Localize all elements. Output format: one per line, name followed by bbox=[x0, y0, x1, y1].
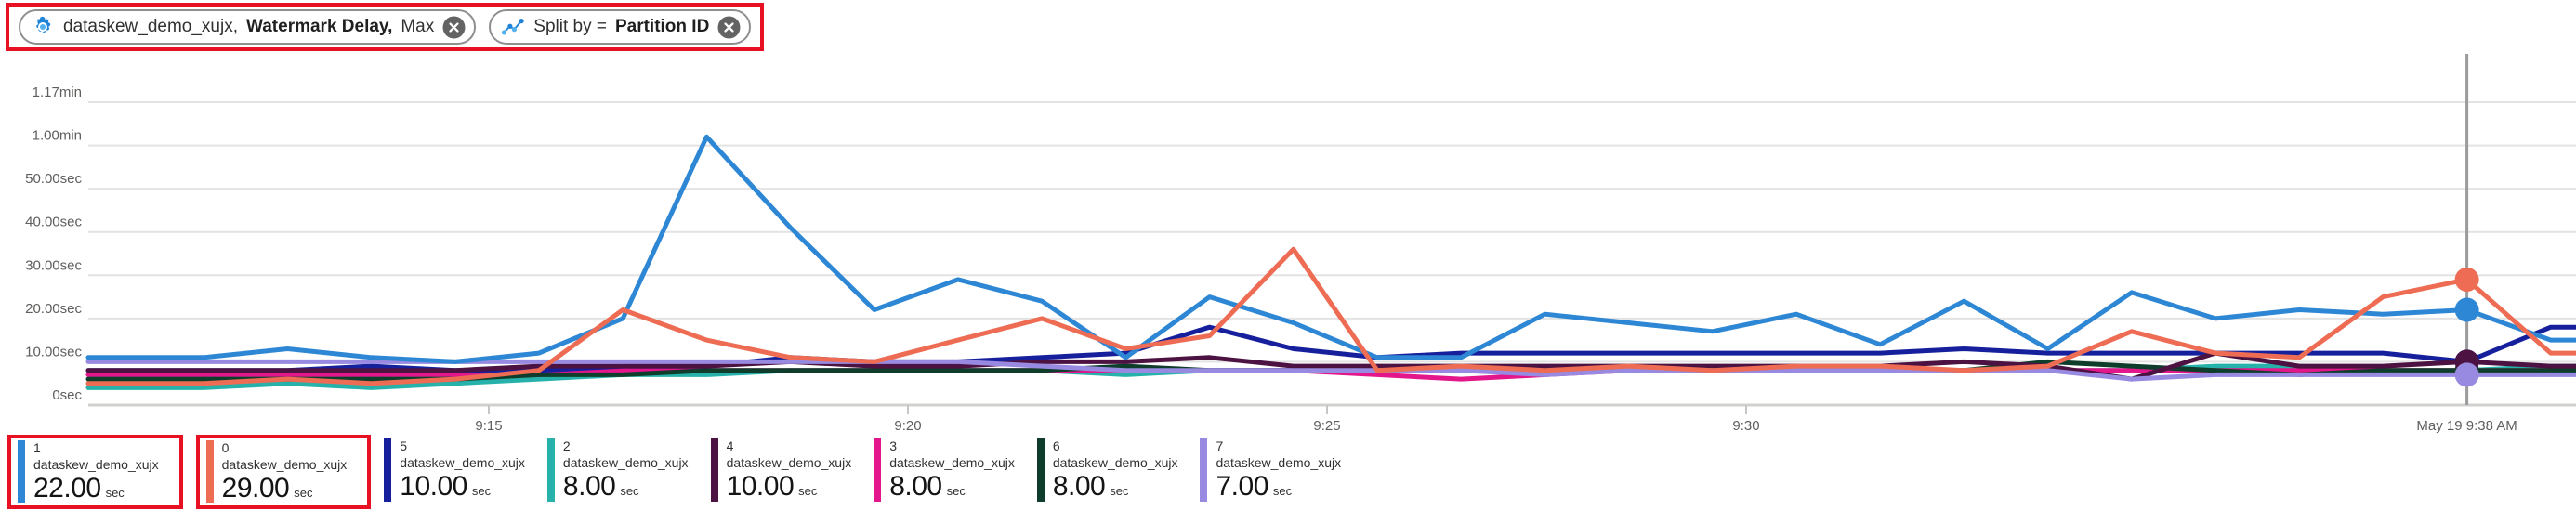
x-axis-label: 9:15 bbox=[475, 418, 502, 434]
legend-unit: sec bbox=[946, 484, 966, 498]
remove-split-pill-button[interactable] bbox=[717, 16, 741, 39]
legend-item-partition-4[interactable]: 4 dataskew_demo_xujx 10.00 sec bbox=[710, 435, 861, 505]
legend-unit: sec bbox=[798, 484, 818, 498]
legend-value: 8.00 bbox=[1052, 471, 1106, 502]
metric-filter-pill[interactable]: dataskew_demo_xujx, Watermark Delay, Max bbox=[19, 9, 477, 45]
y-axis-label: 50.00sec bbox=[25, 171, 82, 187]
legend-item-partition-0[interactable]: 0 dataskew_demo_xujx 29.00 sec bbox=[195, 435, 372, 509]
close-icon bbox=[717, 16, 741, 38]
legend-value-row: 22.00 sec bbox=[33, 474, 159, 503]
legend-item-texts: 6 dataskew_demo_xujx 8.00 sec bbox=[1053, 438, 1178, 502]
legend-item-partition-3[interactable]: 3 dataskew_demo_xujx 8.00 sec bbox=[874, 435, 1024, 505]
legend-unit: sec bbox=[620, 484, 639, 498]
legend-value-row: 10.00 sec bbox=[400, 472, 525, 502]
y-axis-label: 1.17min bbox=[33, 85, 82, 100]
legend-item-partition-1[interactable]: 1 dataskew_demo_xujx 22.00 sec bbox=[7, 435, 183, 509]
y-axis-label: 30.00sec bbox=[25, 257, 82, 273]
legend-item-texts: 2 dataskew_demo_xujx 8.00 sec bbox=[563, 438, 689, 502]
legend-item-partition-2[interactable]: 2 dataskew_demo_xujx 8.00 sec bbox=[546, 435, 698, 505]
x-axis-label: 9:30 bbox=[1732, 418, 1759, 434]
legend-value: 8.00 bbox=[562, 471, 616, 502]
legend-item-texts: 7 dataskew_demo_xujx 7.00 sec bbox=[1216, 438, 1341, 502]
legend-value: 7.00 bbox=[1216, 471, 1268, 502]
legend-value: 8.00 bbox=[889, 471, 942, 502]
legend-value: 10.00 bbox=[726, 471, 795, 502]
hover-dot-partition-0 bbox=[2454, 267, 2479, 292]
legend-item-texts: 5 dataskew_demo_xujx 10.00 sec bbox=[400, 438, 525, 502]
legend-value-row: 10.00 sec bbox=[727, 472, 852, 502]
legend-value-row: 29.00 sec bbox=[222, 474, 348, 503]
legend-value: 10.00 bbox=[400, 471, 467, 502]
legend-partition-number: 7 bbox=[1216, 438, 1224, 453]
y-axis-label: 1.00min bbox=[33, 128, 82, 144]
legend-value-row: 8.00 sec bbox=[563, 472, 689, 502]
pill-split-value: Partition ID bbox=[614, 17, 710, 36]
legend-unit: sec bbox=[1110, 484, 1129, 498]
legend-color-bar bbox=[18, 440, 25, 503]
legend-item-texts: 1 dataskew_demo_xujx 22.00 sec bbox=[33, 440, 159, 503]
legend-item-partition-6[interactable]: 6 dataskew_demo_xujx 8.00 sec bbox=[1036, 435, 1188, 505]
hover-dot-partition-1 bbox=[2454, 297, 2479, 322]
legend-resource-name: dataskew_demo_xujx bbox=[33, 456, 159, 472]
pill-split-label: Split by = bbox=[533, 17, 607, 36]
pill-resource-name: dataskew_demo_xujx, bbox=[63, 17, 238, 36]
legend-item-partition-7[interactable]: 7 dataskew_demo_xujx 7.00 sec bbox=[1200, 435, 1350, 505]
chart-legend: 1 dataskew_demo_xujx 22.00 sec 0 dataskew_dem… bbox=[7, 435, 1350, 509]
legend-value: 22.00 bbox=[33, 473, 101, 503]
legend-value-row: 8.00 sec bbox=[889, 472, 1015, 502]
legend-value-row: 8.00 sec bbox=[1053, 472, 1178, 502]
pill-metric-name: Watermark Delay, bbox=[246, 17, 393, 36]
legend-partition-number: 0 bbox=[221, 440, 230, 455]
legend-resource-name: dataskew_demo_xujx bbox=[221, 456, 348, 472]
split-by-pill[interactable]: Split by = Partition ID bbox=[489, 9, 752, 45]
y-axis-label: 20.00sec bbox=[25, 301, 82, 317]
legend-unit: sec bbox=[471, 484, 492, 498]
pill-aggregation: Max bbox=[401, 17, 435, 36]
y-axis-label: 0sec bbox=[52, 387, 82, 403]
remove-metric-pill-button[interactable] bbox=[442, 16, 466, 39]
legend-partition-number: 2 bbox=[562, 438, 571, 453]
legend-unit: sec bbox=[1272, 484, 1293, 498]
legend-partition-number: 4 bbox=[726, 438, 734, 453]
legend-resource-name: dataskew_demo_xujx bbox=[562, 454, 689, 470]
hover-dot-partition-7 bbox=[2454, 362, 2479, 387]
stream-analytics-icon bbox=[31, 15, 55, 39]
legend-item-texts: 4 dataskew_demo_xujx 10.00 sec bbox=[727, 438, 852, 502]
annotation-box-header: dataskew_demo_xujx, Watermark Delay, Max… bbox=[6, 3, 765, 51]
legend-unit: sec bbox=[105, 486, 125, 500]
y-axis-label: 40.00sec bbox=[25, 215, 82, 230]
legend-value-row: 7.00 sec bbox=[1216, 472, 1341, 502]
legend-resource-name: dataskew_demo_xujx bbox=[889, 454, 1015, 470]
close-icon bbox=[442, 16, 466, 38]
legend-resource-name: dataskew_demo_xujx bbox=[726, 454, 852, 470]
legend-color-bar bbox=[710, 438, 718, 502]
legend-color-bar bbox=[1036, 438, 1045, 502]
legend-color-bar bbox=[1200, 438, 1208, 502]
legend-color-bar bbox=[874, 438, 882, 502]
legend-partition-number: 6 bbox=[1052, 438, 1060, 453]
hover-timestamp-label: May 19 9:38 AM bbox=[2416, 418, 2517, 434]
legend-partition-number: 5 bbox=[400, 438, 408, 453]
legend-item-partition-5[interactable]: 5 dataskew_demo_xujx 10.00 sec bbox=[384, 435, 534, 505]
legend-resource-name: dataskew_demo_xujx bbox=[1216, 454, 1342, 470]
legend-color-bar bbox=[205, 440, 214, 503]
legend-resource-name: dataskew_demo_xujx bbox=[1052, 454, 1178, 470]
split-by-icon bbox=[501, 15, 525, 39]
x-axis-label: 9:25 bbox=[1313, 418, 1340, 434]
legend-unit: sec bbox=[294, 486, 313, 500]
series-line-partition-0[interactable] bbox=[85, 246, 2576, 386]
y-axis-label: 10.00sec bbox=[25, 344, 82, 360]
legend-color-bar bbox=[384, 438, 392, 502]
x-axis-label: 9:20 bbox=[894, 418, 921, 434]
legend-item-texts: 3 dataskew_demo_xujx 8.00 sec bbox=[889, 438, 1015, 502]
series-line-partition-1[interactable] bbox=[85, 134, 2576, 364]
legend-color-bar bbox=[546, 438, 555, 502]
legend-value: 29.00 bbox=[221, 473, 290, 503]
legend-resource-name: dataskew_demo_xujx bbox=[400, 454, 525, 470]
legend-partition-number: 3 bbox=[889, 438, 897, 453]
legend-partition-number: 1 bbox=[33, 440, 41, 455]
legend-item-texts: 0 dataskew_demo_xujx 29.00 sec bbox=[222, 440, 348, 503]
